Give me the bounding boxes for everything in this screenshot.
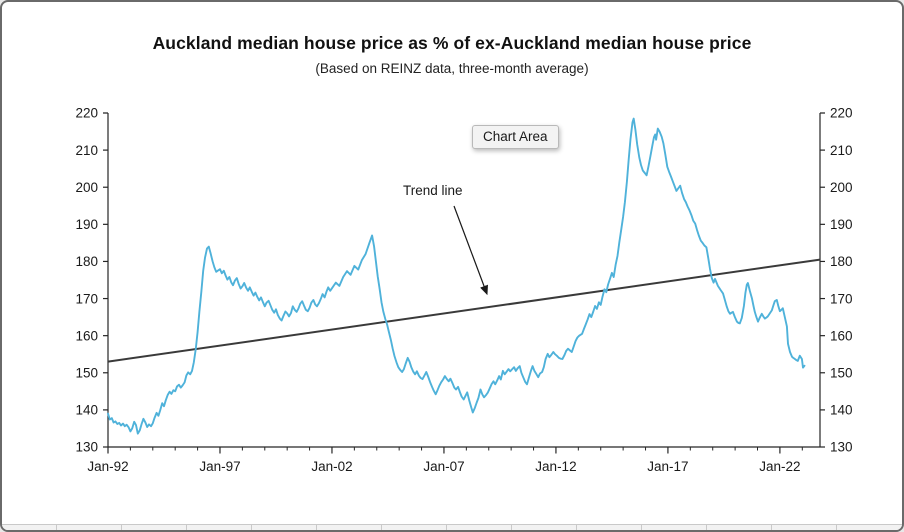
y-tick-label-left: 180 — [75, 254, 98, 269]
axes — [107, 113, 821, 448]
x-tick-label: Jan-97 — [199, 459, 240, 474]
y-tick-label-right: 170 — [830, 291, 853, 306]
trend-annotation-arrow — [453, 205, 488, 296]
y-tick-label-right: 180 — [830, 254, 853, 269]
y-tick-label-right: 160 — [830, 328, 853, 343]
y-tick-label-left: 130 — [75, 440, 98, 455]
y-tick-label-right: 220 — [830, 106, 853, 121]
x-tick-label: Jan-12 — [535, 459, 576, 474]
y-tick-label-left: 160 — [75, 328, 98, 343]
y-tick-label-left: 140 — [75, 403, 98, 418]
chart-title: Auckland median house price as % of ex-A… — [152, 33, 752, 53]
x-axis-minor-ticks — [129, 447, 803, 451]
y-tick-label-right: 210 — [830, 143, 853, 158]
y-tick-label-left: 170 — [75, 291, 98, 306]
y-tick-label-right: 140 — [830, 403, 853, 418]
x-tick-label: Jan-17 — [647, 459, 688, 474]
y-tick-label-left: 210 — [75, 143, 98, 158]
y-tick-label-left: 190 — [75, 217, 98, 232]
trend-line[interactable] — [107, 258, 821, 363]
y-tick-label-left: 220 — [75, 106, 98, 121]
y-tick-label-right: 130 — [830, 440, 853, 455]
y-axis-ticks: 130 130 140 140 150 150 160 160 170 170 180 180 190 1… — [75, 106, 852, 455]
y-tick-label-left: 200 — [75, 180, 98, 195]
y-tick-label-left: 150 — [75, 366, 98, 381]
spreadsheet-cells-strip — [2, 524, 902, 530]
trend-line-annotation[interactable]: Trend line — [403, 183, 463, 198]
x-tick-label: Jan-92 — [87, 459, 128, 474]
chart-area-tooltip-label: Chart Area — [483, 129, 548, 144]
x-tick-label: Jan-02 — [311, 459, 352, 474]
chart-subtitle: (Based on REINZ data, three-month averag… — [315, 61, 589, 76]
x-axis-major-ticks: Jan-92 Jan-97 Jan-02 Jan-07 Jan-12 Jan-17 Jan-… — [87, 447, 801, 474]
auckland-ratio-series-line[interactable] — [107, 117, 806, 435]
y-tick-label-right: 150 — [830, 366, 853, 381]
chart-area-tooltip: Chart Area — [472, 125, 559, 149]
x-tick-label: Jan-22 — [759, 459, 800, 474]
y-tick-label-right: 200 — [830, 180, 853, 195]
x-tick-label: Jan-07 — [423, 459, 464, 474]
y-tick-label-right: 190 — [830, 217, 853, 232]
